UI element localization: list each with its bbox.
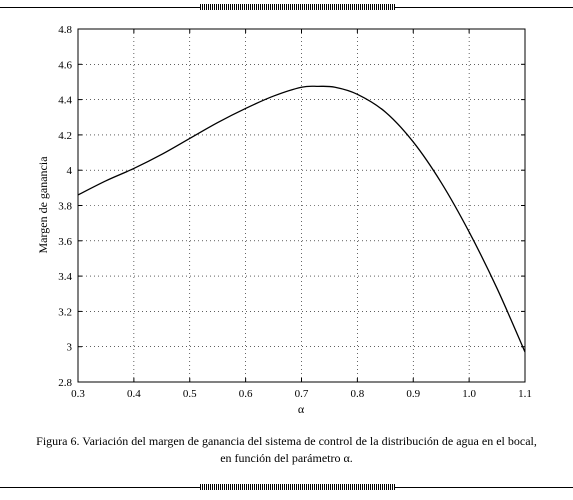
series-line: [77, 85, 526, 353]
x-axis-label: α: [298, 402, 305, 416]
y-tick-label: 3.2: [58, 306, 72, 318]
x-tick-label: 0.8: [351, 388, 365, 400]
y-tick-label: 3: [67, 342, 73, 354]
x-tick-label: 1.1: [518, 388, 532, 400]
y-tick-label: 4.8: [58, 24, 72, 36]
top-decorative-dots: [200, 4, 395, 10]
y-tick-label: 4: [67, 165, 73, 177]
ticks: [77, 28, 526, 383]
y-axis-label: Margen de ganancia: [36, 156, 50, 254]
x-tick-label: 0.9: [406, 388, 420, 400]
bottom-decorative-dots: [200, 484, 395, 490]
caption-line-2: en función del parámetro α.: [220, 451, 353, 465]
x-tick-labels: 0.3 0.4 0.5 0.6 0.7 0.8 0.9 1.0 1.1: [71, 388, 532, 400]
figure-caption: Figura 6. Variación del margen de gananc…: [0, 433, 573, 467]
grid-lines: [78, 29, 525, 382]
gain-margin-chart: 0.3 0.4 0.5 0.6 0.7 0.8 0.9 1.0 1.1 2.8 3 3.2 3.4 3.…: [36, 24, 532, 416]
y-tick-labels: 2.8 3 3.2 3.4 3.6 3.8 4 4.2 4.4 4.6 4.8: [58, 24, 72, 389]
y-tick-label: 2.8: [58, 377, 72, 389]
x-tick-label: 0.7: [295, 388, 309, 400]
y-tick-label: 3.8: [58, 201, 72, 213]
x-tick-label: 0.5: [183, 388, 197, 400]
x-tick-label: 0.6: [239, 388, 253, 400]
y-tick-label: 3.4: [58, 271, 72, 283]
x-tick-label: 1.0: [462, 388, 476, 400]
caption-line-1: Figura 6. Variación del margen de gananc…: [36, 434, 537, 448]
y-tick-label: 3.6: [58, 236, 72, 248]
x-tick-label: 0.4: [127, 388, 141, 400]
x-tick-label: 0.3: [71, 388, 85, 400]
y-tick-label: 4.4: [58, 95, 72, 107]
y-tick-label: 4.6: [58, 59, 72, 71]
y-tick-label: 4.2: [58, 130, 72, 142]
